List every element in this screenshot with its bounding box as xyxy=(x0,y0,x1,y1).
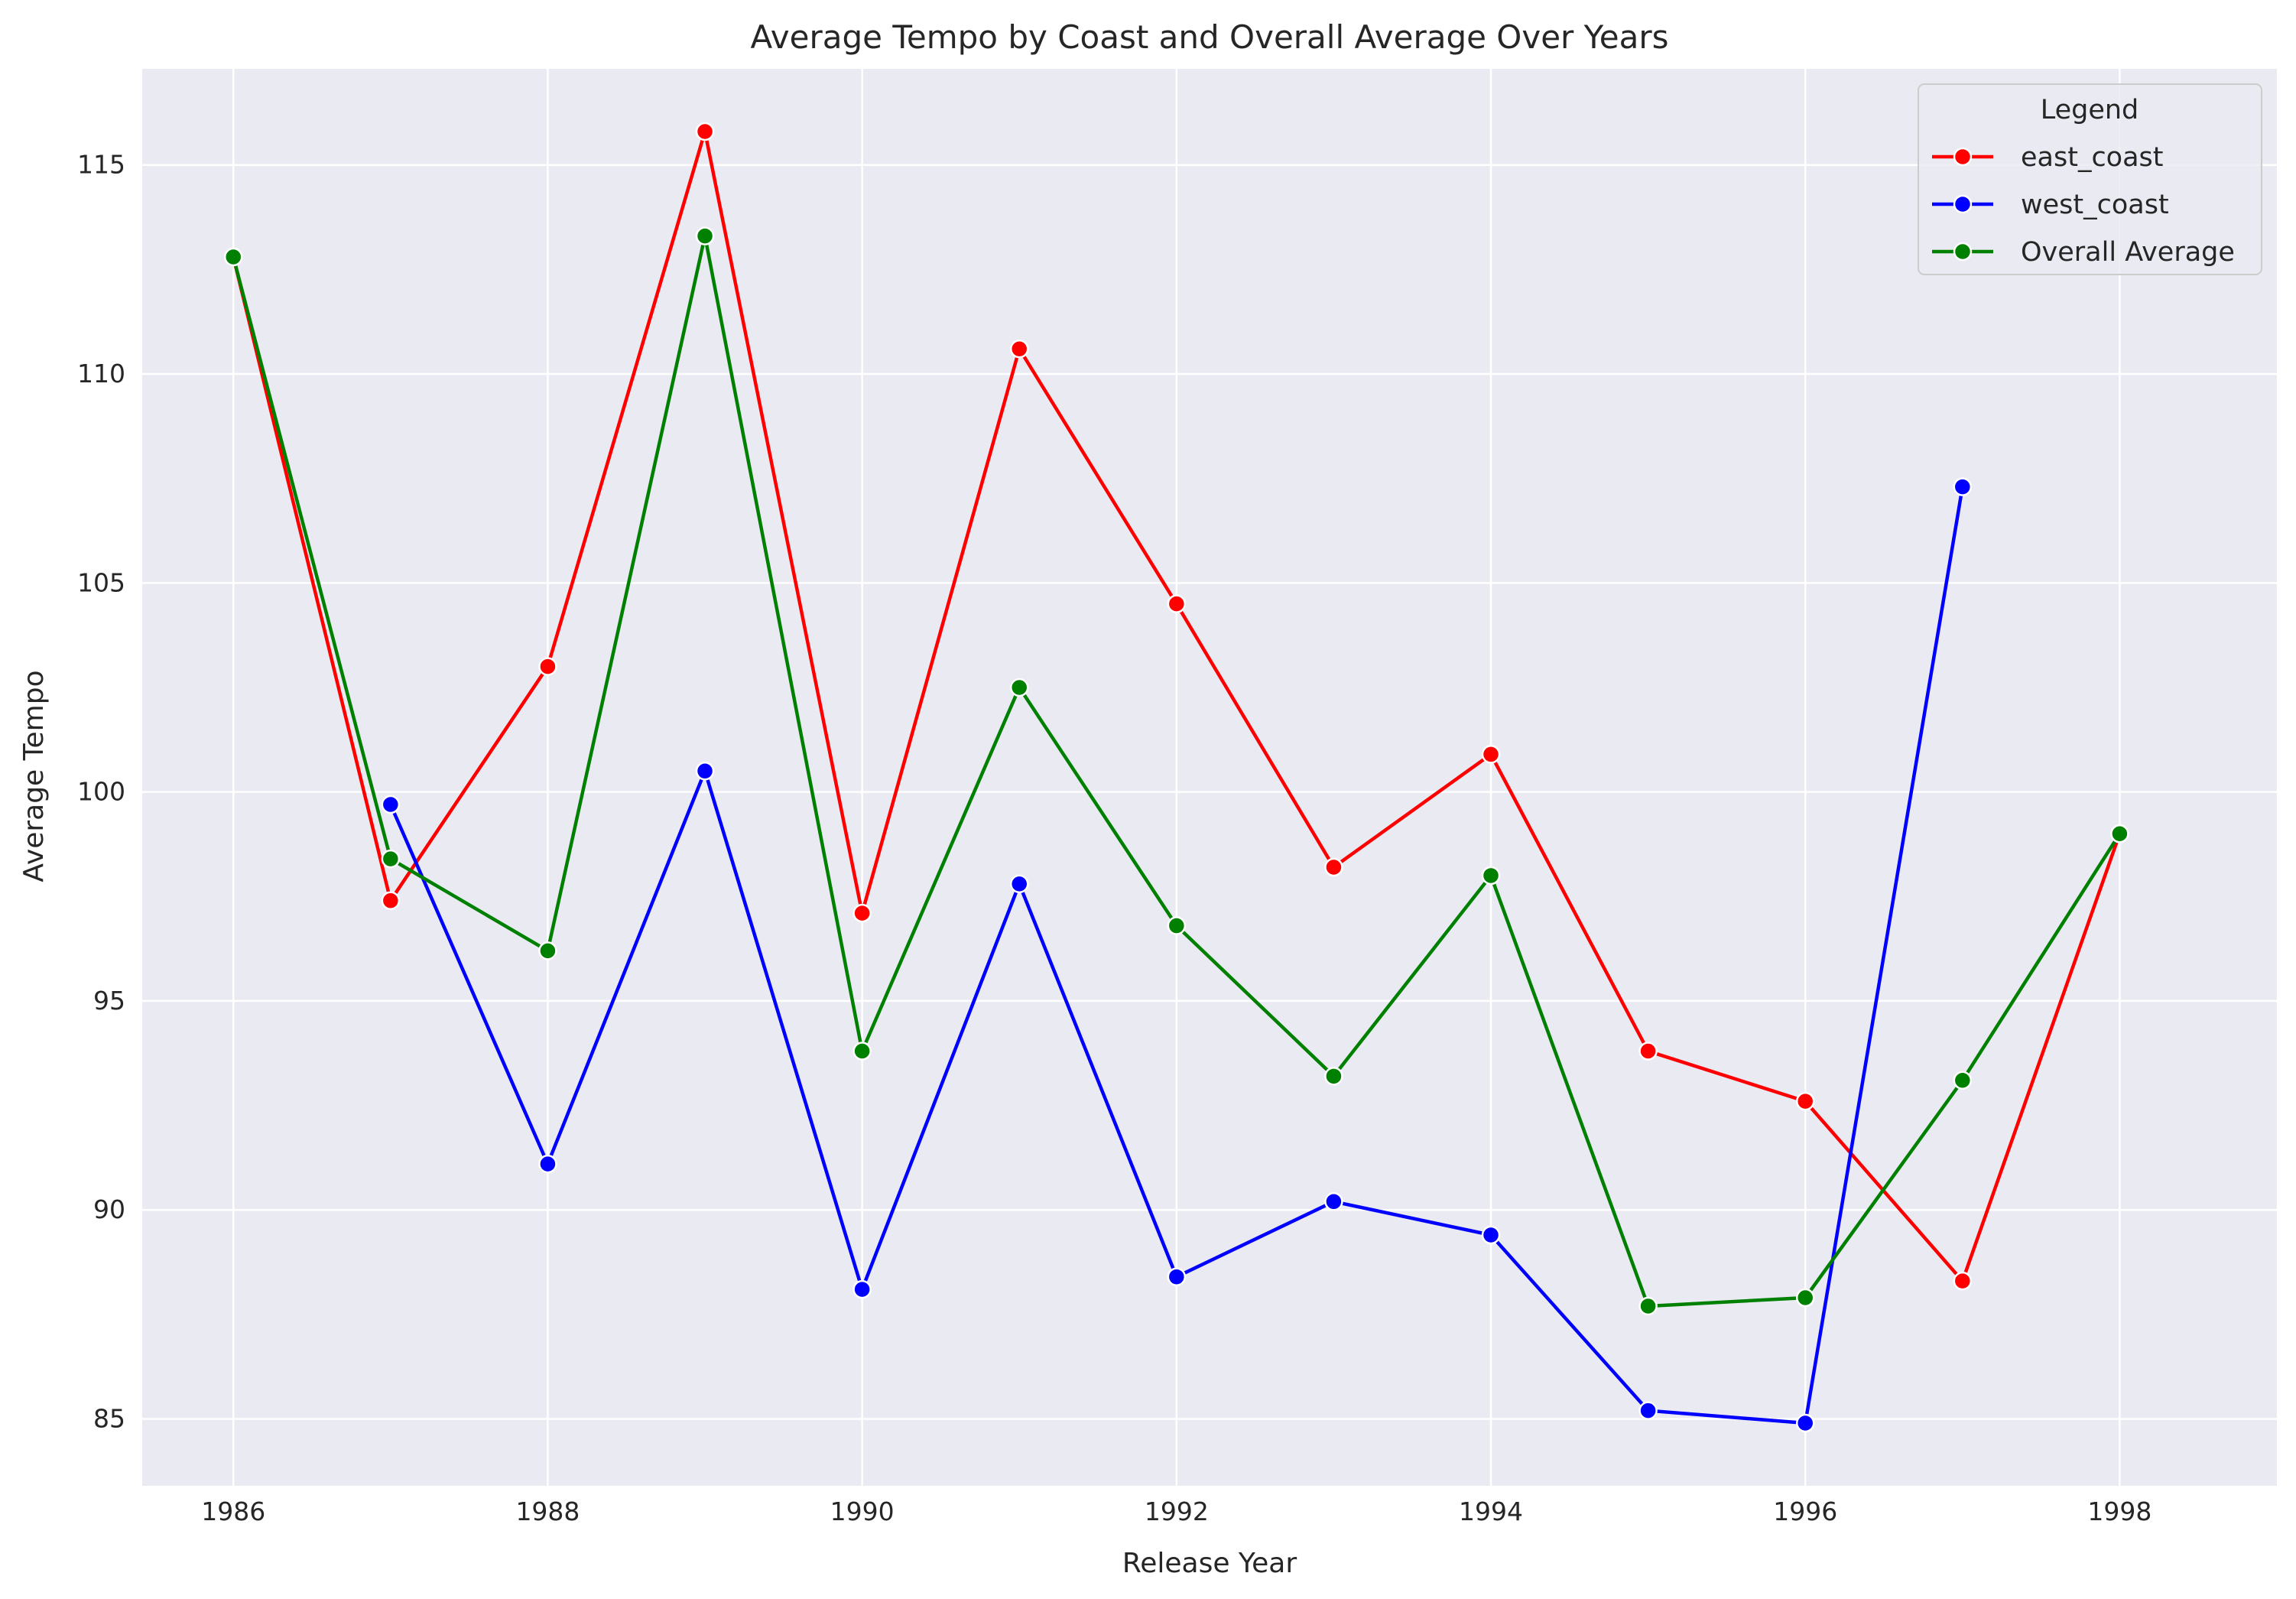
data-point xyxy=(381,849,401,869)
x-tick-label: 1996 xyxy=(1773,1497,1837,1526)
data-point xyxy=(852,1279,872,1299)
data-point xyxy=(1953,1271,1973,1291)
y-axis-label: Average Tempo xyxy=(18,670,50,882)
data-point xyxy=(1795,1091,1815,1111)
data-point xyxy=(1324,1067,1343,1086)
chart-title: Average Tempo by Coast and Overall Avera… xyxy=(751,18,1669,56)
y-tick-label: 95 xyxy=(93,986,125,1016)
legend-marker xyxy=(1953,242,1973,262)
legend-label: Overall Average xyxy=(2021,237,2235,268)
data-point xyxy=(1638,1296,1658,1316)
legend-entry: east_coast xyxy=(1932,142,2164,173)
x-tick-label: 1986 xyxy=(201,1497,265,1526)
data-point xyxy=(538,657,557,676)
data-point xyxy=(1953,477,1973,496)
data-point xyxy=(381,891,401,910)
y-tick-label: 90 xyxy=(93,1194,125,1224)
data-point xyxy=(1795,1288,1815,1308)
data-point xyxy=(1167,1267,1187,1286)
legend-marker xyxy=(1953,147,1973,167)
data-point xyxy=(1324,1192,1343,1211)
data-point xyxy=(1481,745,1501,764)
series-east-coast xyxy=(223,122,2129,1291)
data-point xyxy=(695,122,715,141)
data-point xyxy=(223,247,243,267)
x-tick-label: 1990 xyxy=(830,1497,895,1526)
series-layer xyxy=(223,122,2129,1433)
series-overall-average xyxy=(223,226,2129,1316)
data-point xyxy=(1953,1071,1973,1090)
x-tick-label: 1988 xyxy=(515,1497,580,1526)
data-point xyxy=(538,941,557,960)
x-axis-ticks: 1986 1988 1990 1992 1994 1996 1998 xyxy=(201,1497,2151,1526)
data-point xyxy=(695,762,715,781)
legend: Legend east_coast west_coast Overall Avera… xyxy=(1918,83,2262,275)
data-point xyxy=(1009,874,1029,894)
x-tick-label: 1994 xyxy=(1459,1497,1523,1526)
y-tick-label: 115 xyxy=(77,150,125,180)
data-point xyxy=(1167,916,1187,935)
y-tick-label: 110 xyxy=(77,359,125,388)
data-point xyxy=(1638,1042,1658,1061)
legend-entry: west_coast xyxy=(1932,190,2169,220)
data-point xyxy=(695,226,715,245)
y-tick-label: 100 xyxy=(77,777,125,807)
legend-entry: Overall Average xyxy=(1932,237,2235,268)
y-axis-ticks: 85 90 95 100 105 110 115 xyxy=(77,150,125,1434)
legend-frame xyxy=(1918,83,2262,275)
legend-marker xyxy=(1953,194,1973,214)
data-point xyxy=(1009,678,1029,697)
data-point xyxy=(1324,857,1343,877)
data-point xyxy=(1795,1413,1815,1433)
legend-entries: east_coast west_coast Overall Average xyxy=(1932,142,2235,268)
x-tick-label: 1992 xyxy=(1145,1497,1209,1526)
data-point xyxy=(1638,1401,1658,1420)
legend-label: west_coast xyxy=(2021,190,2169,220)
data-point xyxy=(1167,594,1187,613)
legend-title: Legend xyxy=(2041,95,2139,125)
plot-area xyxy=(142,69,2277,1486)
legend-label: east_coast xyxy=(2021,142,2164,173)
data-point xyxy=(2110,824,2129,843)
data-point xyxy=(381,795,401,814)
data-point xyxy=(538,1154,557,1174)
grid xyxy=(142,69,2277,1486)
data-point xyxy=(852,903,872,923)
y-tick-label: 105 xyxy=(77,567,125,597)
y-tick-label: 85 xyxy=(93,1404,125,1434)
data-point xyxy=(1481,866,1501,886)
x-tick-label: 1998 xyxy=(2087,1497,2151,1526)
data-point xyxy=(852,1042,872,1061)
x-axis-label: Release Year xyxy=(1122,1548,1297,1579)
series-west-coast xyxy=(381,477,1973,1433)
data-point xyxy=(1009,339,1029,359)
data-point xyxy=(1481,1225,1501,1245)
